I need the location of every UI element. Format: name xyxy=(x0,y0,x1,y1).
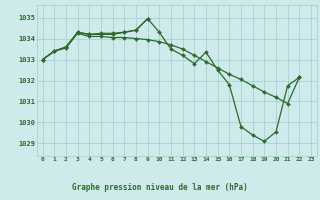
Text: Graphe pression niveau de la mer (hPa): Graphe pression niveau de la mer (hPa) xyxy=(72,183,248,192)
